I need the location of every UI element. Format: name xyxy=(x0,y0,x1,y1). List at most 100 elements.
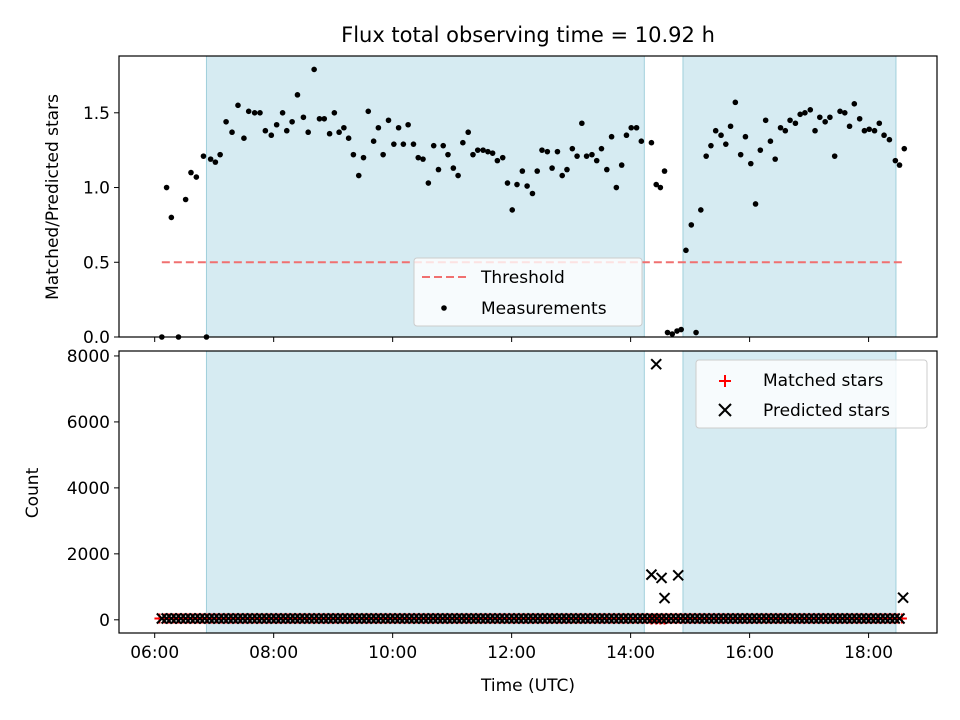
measurement-point xyxy=(727,123,734,130)
predicted-star-point xyxy=(198,612,211,625)
predicted-star-point xyxy=(156,612,168,625)
predicted-star-point xyxy=(508,612,520,625)
predicted-star-point xyxy=(532,612,544,625)
predicted-star-point xyxy=(674,612,687,625)
predicted-star-point xyxy=(170,612,182,625)
predicted-star-point xyxy=(384,612,396,625)
predicted-star-point xyxy=(651,612,663,625)
top-y-ticks: 0.0 0.5 1.0 1.5 xyxy=(83,104,119,348)
measurement-point xyxy=(564,166,570,173)
bottom-y-ticks: 0 2000 4000 6000 8000 xyxy=(67,347,119,631)
legend-measurements-swatch xyxy=(441,305,447,311)
predicted-star-point xyxy=(522,612,535,625)
predicted-star-point xyxy=(489,612,501,625)
legend-predicted-label: Predicted stars xyxy=(763,401,890,421)
measurement-point xyxy=(678,326,684,333)
predicted-star-point xyxy=(641,612,653,625)
measurement-point xyxy=(618,162,625,168)
measurement-point xyxy=(355,172,362,179)
measurement-point xyxy=(598,145,605,152)
predicted-star-point xyxy=(427,612,439,625)
legend-measurements-label: Measurements xyxy=(481,299,607,319)
measurement-point xyxy=(797,111,803,118)
measurement-point xyxy=(207,156,214,162)
measurement-point xyxy=(163,184,170,191)
predicted-star-point xyxy=(275,612,287,625)
measurement-point xyxy=(782,127,789,134)
measurement-point xyxy=(737,151,744,158)
measurement-point xyxy=(217,151,223,158)
predicted-star-point xyxy=(432,612,444,625)
measurement-point xyxy=(712,127,719,134)
measurement-point xyxy=(718,132,724,139)
measurement-point xyxy=(519,168,526,174)
predicted-star-point xyxy=(613,612,625,625)
measurement-point xyxy=(772,156,778,162)
predicted-star-point xyxy=(503,612,515,625)
predicted-star-point xyxy=(408,612,420,625)
measurement-point xyxy=(480,147,486,153)
measurement-point xyxy=(767,138,774,144)
predicted-star-point xyxy=(855,612,868,625)
measurement-point xyxy=(316,115,323,122)
measurement-point xyxy=(305,129,311,136)
predicted-star-point xyxy=(389,612,401,625)
predicted-star-point xyxy=(308,612,320,625)
predicted-star-point xyxy=(731,612,744,625)
predicted-star-point xyxy=(227,612,239,625)
measurement-point xyxy=(470,151,476,158)
predicted-star-point xyxy=(484,612,496,625)
predicted-star-point xyxy=(494,612,506,625)
measurement-point xyxy=(294,92,301,98)
measurement-point xyxy=(661,168,668,174)
predicted-star-point xyxy=(593,612,606,625)
predicted-star-point xyxy=(294,612,306,625)
measurement-point xyxy=(365,108,372,115)
measurement-point xyxy=(544,148,551,155)
predicted-star-point xyxy=(470,612,482,625)
top-legend-box xyxy=(413,257,643,327)
predicted-star-point xyxy=(632,612,644,625)
predicted-star-point xyxy=(356,612,368,625)
predicted-star-point xyxy=(270,612,282,625)
predicted-star-point xyxy=(455,612,468,625)
shaded-region xyxy=(205,350,645,634)
predicted-star-point xyxy=(403,612,416,625)
predicted-star-point xyxy=(779,612,792,625)
predicted-star-point xyxy=(175,612,187,625)
predicted-star-point xyxy=(551,612,563,625)
predicted-star-point xyxy=(436,612,449,625)
measurement-point xyxy=(499,154,506,161)
measurement-point xyxy=(311,66,317,73)
predicted-star-point xyxy=(755,612,768,625)
predicted-star-point xyxy=(560,612,573,625)
predicted-star-point xyxy=(784,612,796,625)
predicted-star-point xyxy=(336,612,349,625)
measurement-point xyxy=(345,135,352,142)
measurement-point xyxy=(554,148,561,155)
predicted-star-point xyxy=(465,612,477,625)
shaded-region xyxy=(682,55,897,338)
predicted-star-point xyxy=(565,612,577,625)
predicted-star-point xyxy=(194,612,206,625)
y-tick-label: 6000 xyxy=(67,413,110,433)
predicted-star-point xyxy=(375,612,387,625)
predicted-star-point xyxy=(865,612,877,625)
predicted-star-outlier xyxy=(645,568,658,581)
measurement-point xyxy=(633,124,640,131)
predicted-star-point xyxy=(684,612,696,625)
figure-title: Flux total observing time = 10.92 h xyxy=(341,23,715,47)
predicted-star-point xyxy=(351,612,363,625)
predicted-star-point xyxy=(822,612,834,625)
measurement-point xyxy=(841,109,848,116)
predicted-star-point xyxy=(346,612,358,625)
predicted-star-point xyxy=(850,612,863,625)
measurement-point xyxy=(326,130,333,137)
predicted-star-point xyxy=(536,612,549,625)
predicted-star-point xyxy=(417,612,430,625)
measurement-point xyxy=(321,115,328,122)
predicted-star-point xyxy=(256,612,268,625)
measurement-point xyxy=(703,153,709,159)
measurement-point xyxy=(485,148,491,155)
measurement-point xyxy=(757,147,764,153)
